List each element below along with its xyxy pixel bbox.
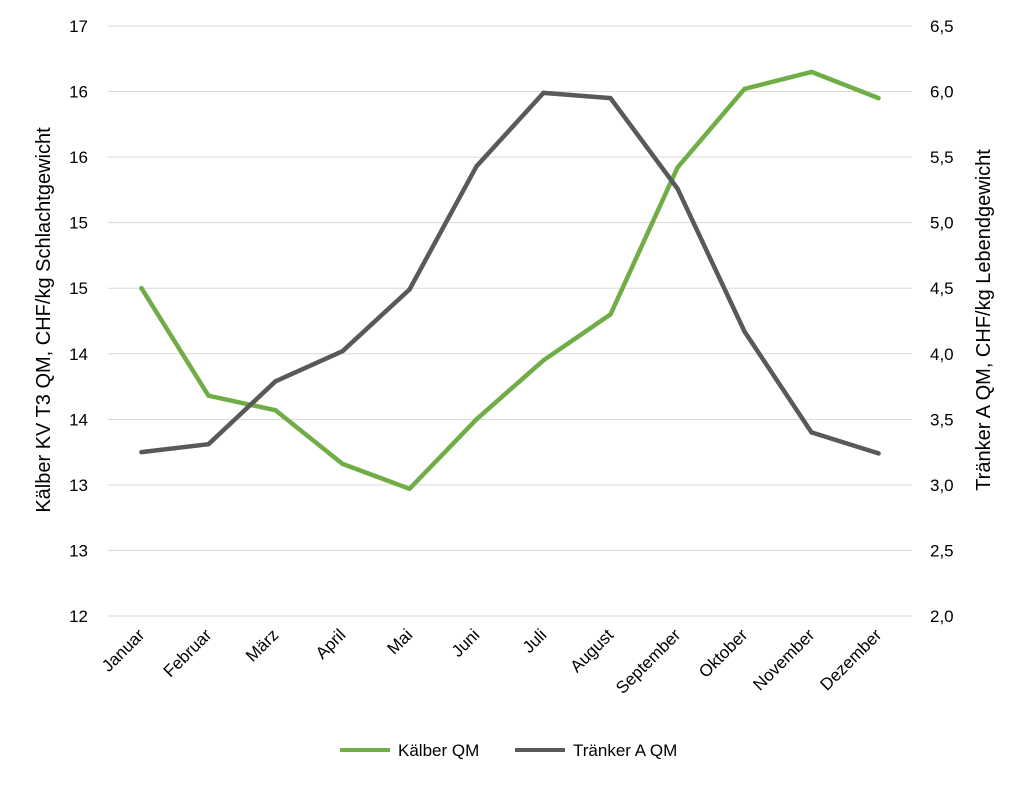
series-line-1: [139, 90, 881, 456]
left-tick-label: 14: [69, 345, 88, 364]
data-point: [675, 165, 680, 170]
data-point: [340, 348, 345, 354]
right-axis-title: Tränker A QM, CHF/kg Lebendgewicht: [973, 149, 995, 491]
left-tick-label: 15: [69, 279, 88, 298]
left-tick-label: 16: [69, 83, 88, 102]
x-tick-label: Januar: [98, 625, 148, 675]
left-tick-label: 12: [69, 607, 88, 626]
right-tick-label: 3,5: [930, 410, 954, 429]
data-point: [608, 95, 613, 101]
x-tick-label: November: [749, 625, 818, 694]
series-line-0: [139, 69, 881, 492]
legend: Kälber QM Tränker A QM: [340, 741, 677, 760]
right-tick-label: 6,5: [930, 17, 954, 36]
data-point: [139, 286, 144, 291]
data-point: [876, 95, 881, 101]
x-tick-label: August: [566, 625, 617, 676]
data-point: [541, 90, 546, 96]
data-point: [407, 486, 412, 492]
data-point: [675, 186, 680, 191]
data-point: [742, 329, 747, 334]
left-tick-label: 13: [69, 541, 88, 560]
left-axis-title: Kälber KV T3 QM, CHF/kg Schlachtgewicht: [33, 127, 55, 513]
data-point: [206, 393, 211, 398]
right-tick-label: 3,0: [930, 476, 954, 495]
right-tick-label: 6,0: [930, 83, 954, 102]
left-tick-label: 16: [69, 148, 88, 167]
right-tick-label: 4,0: [930, 345, 954, 364]
left-tick-label: 14: [69, 410, 88, 429]
data-point: [474, 164, 479, 169]
left-tick-label: 15: [69, 214, 88, 233]
right-tick-label: 2,0: [930, 607, 954, 626]
data-point: [809, 430, 814, 435]
right-tick-label: 5,0: [930, 214, 954, 233]
data-point: [273, 407, 278, 413]
x-tick-label: Mai: [384, 625, 417, 658]
data-point: [340, 461, 345, 467]
data-point: [474, 417, 479, 422]
data-point: [742, 86, 747, 92]
data-point: [139, 449, 144, 455]
data-point: [608, 312, 613, 317]
x-tick-label: Februar: [160, 625, 216, 681]
data-point: [809, 69, 814, 75]
x-tick-label: September: [612, 625, 684, 697]
right-tick-label: 5,5: [930, 148, 954, 167]
data-point: [541, 358, 546, 363]
x-tick-label: Juni: [448, 625, 483, 660]
right-tick-label: 4,5: [930, 279, 954, 298]
data-point: [876, 451, 881, 456]
right-axis-ticks: 2,0 2,5 3,0 3,5 4,0 4,5 5,0 5,5 6,0 6,5: [930, 17, 954, 626]
data-point: [407, 287, 412, 292]
data-point: [273, 379, 278, 384]
left-tick-label: 13: [69, 476, 88, 495]
left-tick-label: 17: [69, 17, 88, 36]
gridlines: [108, 25, 912, 617]
x-tick-label: März: [242, 625, 282, 665]
x-tick-label: April: [312, 625, 349, 662]
x-tick-label: Juli: [519, 625, 550, 656]
x-tick-label: Dezember: [816, 625, 885, 694]
x-tick-label: Oktober: [695, 625, 751, 681]
series-lines: [139, 69, 881, 492]
legend-label-kaelber: Kälber QM: [398, 741, 479, 760]
right-tick-label: 2,5: [930, 541, 954, 560]
legend-label-traenker: Tränker A QM: [573, 741, 677, 760]
data-point: [206, 442, 211, 447]
x-axis-ticks: Januar Februar März April Mai Juni Juli AugustS…: [98, 625, 885, 697]
left-axis-ticks: 12 13 13 14 14 15 15 16 16 17: [69, 17, 88, 626]
